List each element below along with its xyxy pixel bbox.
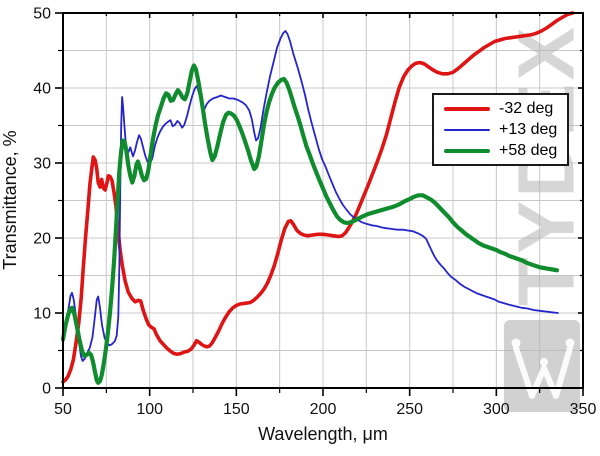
- series-line-1: [62, 30, 559, 362]
- y-tick-label: 50: [33, 6, 51, 23]
- legend: -32 deg +13 deg +58 deg: [432, 93, 569, 166]
- legend-line-sample-green: [444, 148, 490, 153]
- legend-label: -32 deg: [499, 99, 554, 117]
- y-tick-label: 10: [33, 306, 51, 323]
- y-tick-label: 20: [33, 231, 51, 248]
- x-axis-title: Wavelength, μm: [258, 424, 388, 444]
- tydex-bird-logo-icon: [504, 320, 580, 412]
- x-tick-label: 50: [54, 401, 72, 418]
- series-line-2: [60, 63, 560, 385]
- y-tick-label: 40: [33, 81, 51, 98]
- legend-item-minus32deg: -32 deg: [444, 100, 567, 118]
- x-tick-label: 300: [483, 401, 510, 418]
- x-tick-label: 100: [136, 401, 163, 418]
- series-line-0: [61, 11, 575, 384]
- legend-label: +58 deg: [499, 141, 558, 159]
- y-axis-title: Transmittance, %: [0, 130, 20, 270]
- axis-ticks: 50 100 150 200 250 300 350 0 10 20 30 40 50: [33, 6, 596, 419]
- x-tick-label: 250: [396, 401, 423, 418]
- x-tick-label: 150: [223, 401, 250, 418]
- legend-line-sample-red: [444, 106, 490, 111]
- y-tick-label: 0: [42, 381, 51, 398]
- legend-item-plus58deg: +58 deg: [444, 142, 567, 160]
- y-tick-label: 30: [33, 156, 51, 173]
- legend-item-plus13deg: +13 deg: [444, 121, 567, 139]
- legend-label: +13 deg: [499, 120, 558, 138]
- legend-line-sample-blue: [444, 128, 490, 131]
- x-tick-label: 200: [310, 401, 337, 418]
- x-tick-label: 350: [570, 401, 597, 418]
